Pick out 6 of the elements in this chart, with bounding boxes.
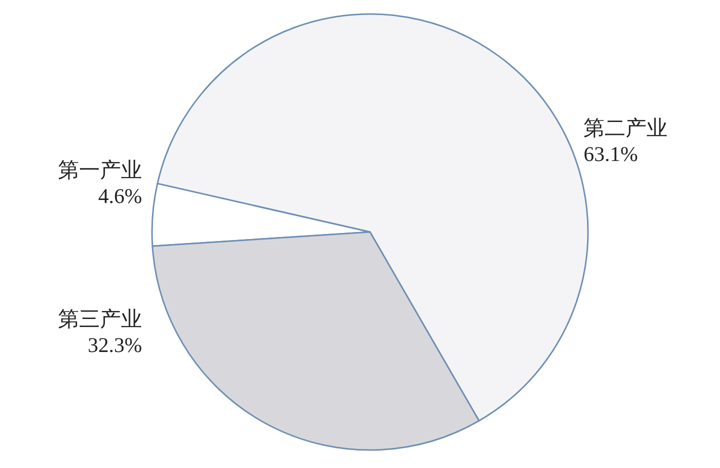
data-label: 32.3%	[88, 332, 142, 357]
data-label: 63.1%	[584, 142, 638, 166]
data-label: 4.6%	[98, 184, 142, 208]
slice-label: 第三产业	[58, 306, 142, 331]
slice-label: 第一产业	[58, 158, 142, 182]
slice-label: 第二产业	[584, 116, 668, 140]
